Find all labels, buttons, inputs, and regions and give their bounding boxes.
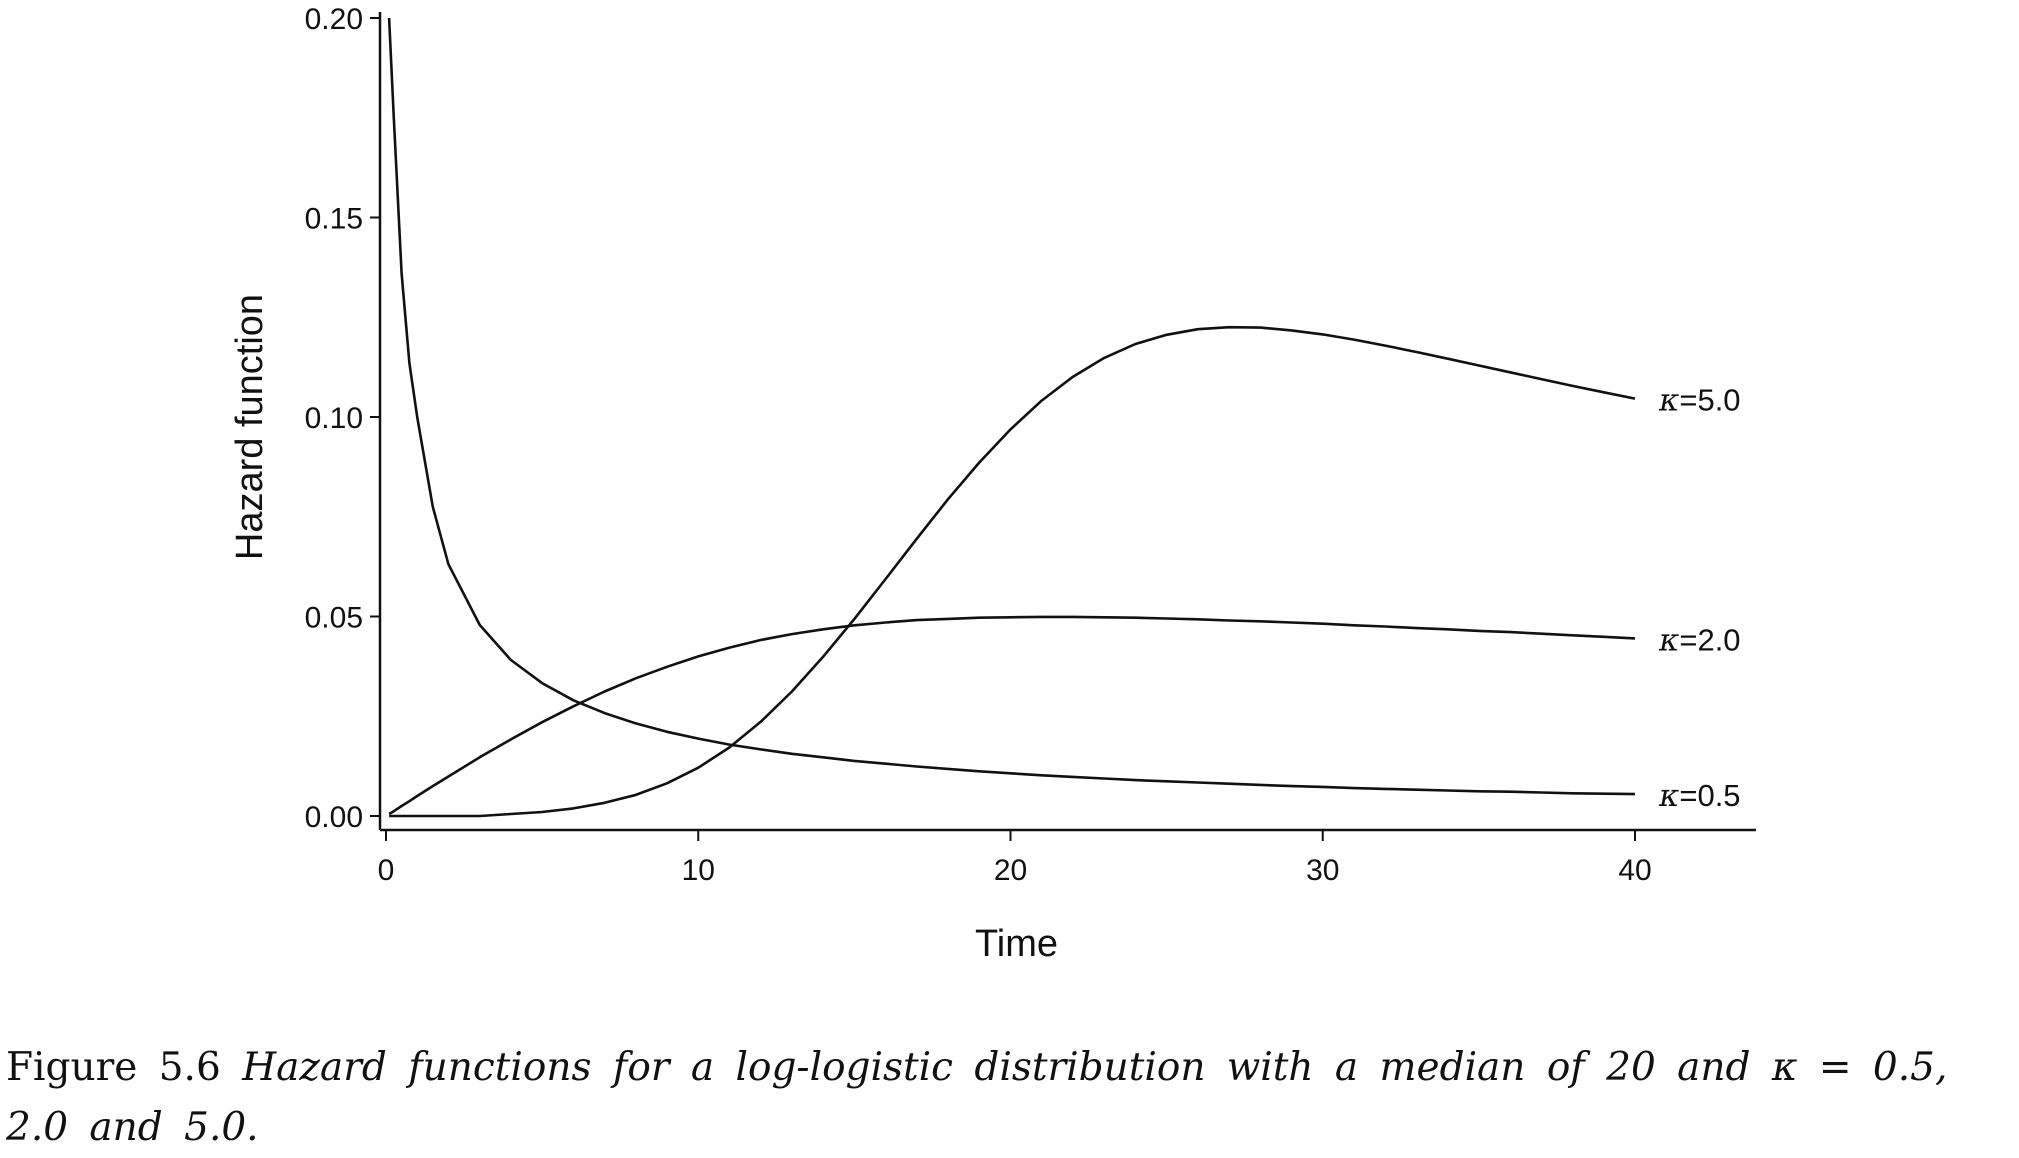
series-label-value: =2.0	[1679, 622, 1740, 657]
series-line-2	[388, 615, 1636, 816]
series-line-3	[389, 325, 1636, 818]
x-tick-label: 30	[1306, 854, 1339, 887]
y-tick-label: 0.15	[305, 203, 363, 236]
y-axis-title: Hazard function	[229, 294, 271, 560]
x-tick-label: 10	[682, 854, 715, 887]
series-label-value: =0.5	[1679, 778, 1740, 813]
kappa-symbol: κ	[1658, 383, 1679, 419]
x-axis-title: Time	[975, 923, 1058, 965]
figure-number: Figure 5.6	[6, 1045, 221, 1090]
y-tick-label: 0.05	[305, 602, 363, 635]
kappa-symbol: κ	[1658, 778, 1679, 814]
x-tick-label: 0	[378, 854, 395, 887]
y-tick-label: 0.20	[305, 3, 363, 36]
chart-axes: 0.00 0.05 0.10 0.15 0.20 0 10 20 30 40	[305, 3, 1756, 887]
x-tick-label: 20	[994, 854, 1027, 887]
chart-series: κ=0.5κ=2.0κ=5.0	[387, 17, 1741, 818]
series-label-1: κ=0.5	[1658, 778, 1741, 814]
kappa-symbol: κ	[1658, 622, 1679, 658]
series-label-3: κ=5.0	[1658, 383, 1741, 419]
series-label-value: =5.0	[1679, 383, 1740, 418]
y-tick-label: 0.10	[305, 402, 363, 435]
figure-caption: Figure 5.6 Hazard functions for a log-lo…	[6, 1038, 2014, 1158]
series-label-2: κ=2.0	[1658, 622, 1741, 658]
hazard-chart: 0.000.050.100.150.200 10 20 30 40 κ=0.5κ=2.0…	[229, 3, 1756, 965]
x-tick-label: 40	[1618, 854, 1651, 887]
y-tick-label: 0.00	[305, 801, 363, 834]
figure-caption-text: Hazard functions for a log-logistic dist…	[6, 1045, 1948, 1150]
series-line-1	[387, 17, 1636, 796]
